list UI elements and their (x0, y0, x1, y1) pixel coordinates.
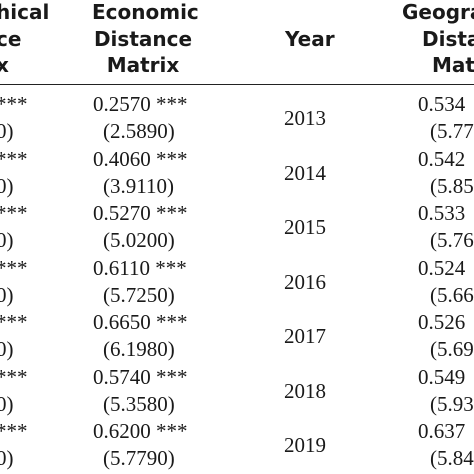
header-economic-line2: Distance (93, 27, 193, 51)
geo-coef-partial: *** (0, 255, 28, 280)
geo-tstat-partial: 0) (0, 119, 14, 143)
geo-coef-partial: *** (0, 364, 28, 389)
econ-tstat: (6.1980) (103, 337, 175, 361)
geo-tstat-partial: 0) (0, 173, 14, 198)
econ-tstat: (5.3580) (103, 391, 175, 416)
econ-coef: 0.6110 *** (93, 255, 187, 280)
econ-coef: 0.2570 *** (93, 92, 188, 116)
header-economic-line3: Matrix (106, 53, 180, 77)
year-cell: 2019 (284, 433, 326, 457)
econ-tstat: (3.9110) (103, 173, 174, 198)
geo-tstat-partial: 0) (0, 391, 14, 416)
geo2-coef-partial: 0.526 (418, 310, 466, 334)
header-geographical-line3: Mat (432, 53, 474, 77)
geo-tstat-partial: 0) (0, 337, 14, 361)
geo2-tstat-partial: (5.77 (430, 119, 474, 143)
geo2-coef-partial: 0.524 (418, 255, 466, 280)
year-cell: 2017 (284, 324, 326, 348)
year-cell: 2015 (284, 215, 326, 239)
geo-tstat-partial: 0) (0, 282, 14, 307)
header-col1-line1: hical (0, 0, 50, 24)
geo2-tstat-partial: (5.69 (430, 337, 474, 361)
year-cell: 2013 (284, 106, 326, 130)
year-cell: 2018 (284, 378, 326, 403)
geo2-coef-partial: 0.534 (418, 92, 466, 116)
geo2-tstat-partial: (5.76 (430, 228, 474, 252)
geo-tstat-partial: 0) (0, 446, 14, 470)
year-cell: 2014 (284, 160, 326, 185)
header-economic-line1: Economic (92, 0, 199, 24)
header-year: Year (285, 27, 335, 51)
geo2-coef-partial: 0.533 (418, 201, 466, 225)
econ-coef: 0.6200 *** (93, 419, 188, 443)
geo2-tstat-partial: (5.84 (430, 446, 474, 470)
geo2-coef-partial: 0.549 (418, 364, 466, 389)
header-col1-line2: ce (0, 27, 22, 51)
econ-tstat: (5.7790) (103, 446, 175, 470)
year-cell: 2016 (284, 269, 326, 294)
geo2-coef-partial: 0.542 (418, 146, 466, 171)
header-col1-line3: x (0, 53, 9, 77)
geo2-tstat-partial: (5.66 (430, 282, 474, 307)
econ-coef: 0.5740 *** (93, 364, 188, 389)
geo-coef-partial: *** (0, 419, 28, 443)
header-rule (0, 84, 474, 85)
econ-coef: 0.6650 *** (93, 310, 188, 334)
econ-coef: 0.4060 *** (93, 146, 188, 171)
geo2-coef-partial: 0.637 (418, 419, 466, 443)
econ-coef: 0.5270 *** (93, 201, 188, 225)
econ-tstat: (5.0200) (103, 228, 175, 252)
geo2-tstat-partial: (5.85 (430, 173, 474, 198)
geo2-tstat-partial: (5.93 (430, 391, 474, 416)
geo-coef-partial: *** (0, 201, 28, 225)
econ-tstat: (5.7250) (103, 282, 175, 307)
econ-tstat: (2.5890) (103, 119, 175, 143)
header-geographical-line1: Geogra (402, 0, 474, 24)
header-geographical-line2: Dista (422, 27, 474, 51)
geo-tstat-partial: 0) (0, 228, 14, 252)
geo-coef-partial: *** (0, 146, 28, 171)
geo-coef-partial: *** (0, 92, 28, 116)
geo-coef-partial: *** (0, 310, 28, 334)
